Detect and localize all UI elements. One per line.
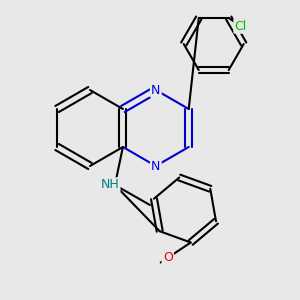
Text: N: N (151, 160, 160, 172)
Text: N: N (151, 83, 160, 97)
Text: O: O (163, 251, 173, 264)
Text: NH: NH (100, 178, 119, 191)
Text: Cl: Cl (235, 20, 247, 32)
